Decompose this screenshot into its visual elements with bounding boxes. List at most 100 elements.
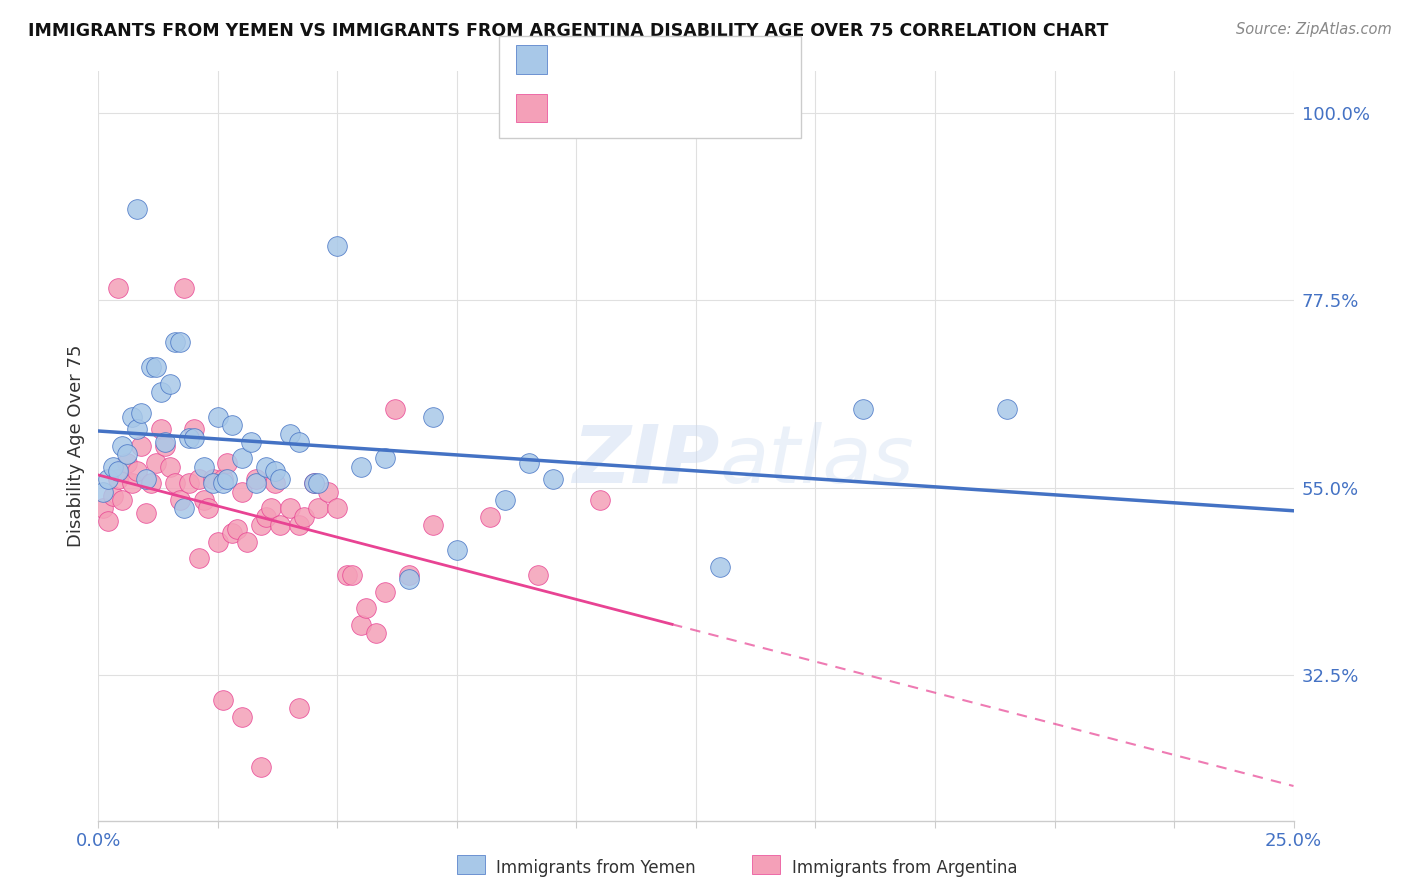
- Point: [211, 693, 233, 707]
- Point: [197, 501, 219, 516]
- Point: [139, 359, 162, 374]
- Text: 49: 49: [678, 51, 702, 69]
- Point: [135, 506, 157, 520]
- Text: ZIP: ZIP: [572, 422, 720, 500]
- Point: [235, 534, 257, 549]
- Text: R =: R =: [558, 99, 595, 117]
- Point: [302, 476, 325, 491]
- Point: [107, 281, 129, 295]
- Text: atlas: atlas: [720, 422, 915, 500]
- Point: [307, 476, 329, 491]
- Text: 0.210: 0.210: [589, 51, 641, 69]
- Point: [125, 422, 148, 436]
- Point: [231, 709, 253, 723]
- Point: [183, 431, 205, 445]
- Point: [207, 409, 229, 424]
- Point: [131, 406, 153, 420]
- Text: N =: N =: [648, 51, 685, 69]
- Point: [179, 476, 201, 491]
- Text: Immigrants from Yemen: Immigrants from Yemen: [496, 859, 696, 877]
- Point: [202, 472, 225, 486]
- Point: [145, 456, 167, 470]
- Point: [326, 501, 349, 516]
- Point: [288, 701, 311, 715]
- Point: [131, 439, 153, 453]
- Point: [101, 459, 124, 474]
- Point: [111, 439, 134, 453]
- Point: [115, 447, 138, 461]
- Point: [226, 522, 249, 536]
- Point: [316, 484, 339, 499]
- Point: [350, 459, 373, 474]
- Point: [187, 551, 209, 566]
- Point: [101, 489, 124, 503]
- Point: [121, 476, 143, 491]
- Point: [173, 281, 195, 295]
- Point: [115, 456, 138, 470]
- Point: [350, 618, 373, 632]
- Point: [354, 601, 377, 615]
- Point: [278, 426, 301, 441]
- Point: [159, 376, 181, 391]
- Point: [91, 501, 114, 516]
- Point: [111, 493, 134, 508]
- Point: [384, 401, 406, 416]
- Point: [183, 422, 205, 436]
- Point: [163, 334, 186, 349]
- Point: [155, 439, 177, 453]
- Point: [145, 359, 167, 374]
- Point: [288, 518, 311, 533]
- Point: [97, 472, 120, 486]
- Point: [446, 543, 468, 558]
- Point: [494, 493, 516, 508]
- Point: [245, 472, 267, 486]
- Point: [125, 202, 148, 216]
- Point: [589, 493, 612, 508]
- Point: [259, 501, 281, 516]
- Point: [269, 472, 291, 486]
- Point: [398, 568, 420, 582]
- Point: [288, 434, 311, 449]
- Point: [135, 472, 157, 486]
- Point: [231, 451, 253, 466]
- Point: [340, 568, 363, 582]
- Point: [264, 464, 287, 478]
- Point: [254, 459, 277, 474]
- Text: N =: N =: [648, 99, 685, 117]
- Point: [541, 472, 564, 486]
- Text: -0.071: -0.071: [589, 99, 648, 117]
- Point: [121, 409, 143, 424]
- Point: [207, 534, 229, 549]
- Point: [374, 451, 396, 466]
- Point: [422, 409, 444, 424]
- Point: [97, 514, 120, 528]
- Point: [254, 509, 277, 524]
- Point: [193, 459, 215, 474]
- Point: [302, 476, 325, 491]
- Point: [995, 401, 1018, 416]
- Y-axis label: Disability Age Over 75: Disability Age Over 75: [66, 344, 84, 548]
- Text: Immigrants from Argentina: Immigrants from Argentina: [792, 859, 1017, 877]
- Point: [125, 464, 148, 478]
- Point: [221, 526, 243, 541]
- Point: [217, 472, 239, 486]
- Point: [292, 509, 315, 524]
- Point: [278, 501, 301, 516]
- Point: [155, 434, 177, 449]
- Point: [179, 431, 201, 445]
- Point: [336, 568, 359, 582]
- Point: [269, 518, 291, 533]
- Point: [240, 434, 263, 449]
- Text: IMMIGRANTS FROM YEMEN VS IMMIGRANTS FROM ARGENTINA DISABILITY AGE OVER 75 CORREL: IMMIGRANTS FROM YEMEN VS IMMIGRANTS FROM…: [28, 22, 1108, 40]
- Text: R =: R =: [558, 51, 595, 69]
- Point: [149, 384, 172, 399]
- Point: [479, 509, 502, 524]
- Point: [250, 759, 273, 773]
- Point: [211, 472, 233, 486]
- Point: [250, 518, 273, 533]
- Point: [517, 456, 540, 470]
- Point: [364, 626, 387, 640]
- Point: [245, 476, 267, 491]
- Point: [107, 472, 129, 486]
- Point: [169, 493, 191, 508]
